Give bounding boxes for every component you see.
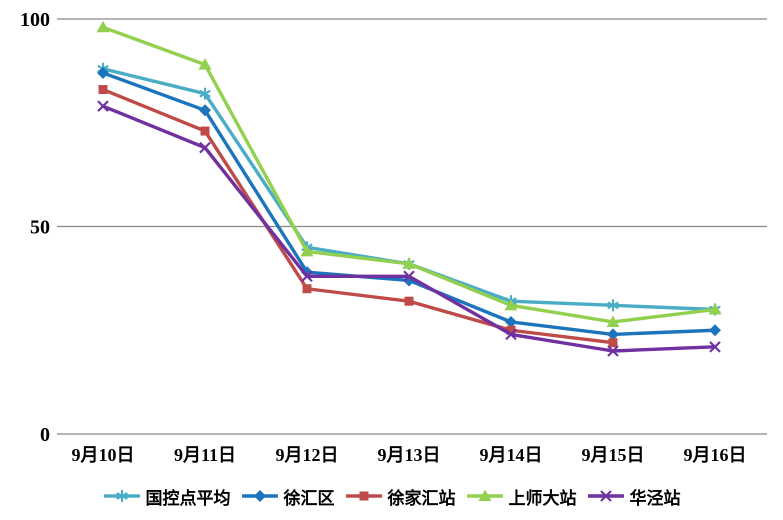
triangle-marker-icon — [708, 303, 722, 315]
square-marker-icon — [506, 325, 516, 335]
x-marker-icon — [97, 100, 109, 112]
legend-label: 徐汇区 — [283, 488, 335, 508]
legend-label: 上师大站 — [508, 488, 577, 508]
legend-item-上师大站: 上师大站 — [466, 484, 577, 509]
square-marker-icon — [98, 85, 108, 95]
legend-swatch-asterisk-icon — [103, 490, 140, 502]
y-axis-tick-label: 100 — [20, 9, 50, 31]
x-axis-tick-label: 9月16日 — [684, 445, 747, 465]
x-marker-icon — [301, 270, 313, 283]
square-marker-icon — [404, 296, 414, 306]
square-marker-icon — [359, 491, 368, 501]
diamond-marker-icon — [607, 328, 619, 341]
x-axis-tick-label: 9月11日 — [174, 445, 236, 465]
legend-item-徐汇区: 徐汇区 — [241, 484, 335, 509]
legend-label: 徐家汇站 — [387, 488, 456, 508]
legend-item-华泾站: 华泾站 — [587, 484, 681, 509]
x-marker-icon — [709, 341, 721, 353]
triangle-marker-icon — [606, 315, 620, 327]
chart-legend: 国控点平均 徐汇区 徐家汇站 上师大站 华泾站 — [0, 482, 783, 510]
series-华泾站 — [97, 100, 721, 357]
x-axis-tick-label: 9月15日 — [582, 445, 645, 465]
series-徐家汇站 — [98, 85, 618, 348]
triangle-marker-icon — [300, 244, 314, 257]
y-axis-tick-label: 50 — [30, 217, 50, 239]
legend-swatch-diamond-icon — [241, 490, 278, 502]
legend-item-国控点平均: 国控点平均 — [103, 484, 231, 509]
diamond-marker-icon — [505, 315, 517, 328]
triangle-marker-icon — [96, 20, 110, 33]
legend-label: 华泾站 — [629, 488, 681, 508]
asterisk-marker-icon — [199, 87, 211, 100]
triangle-marker-icon — [504, 298, 518, 311]
triangle-marker-icon — [198, 58, 212, 70]
x-marker-icon — [607, 345, 619, 357]
square-marker-icon — [302, 284, 312, 294]
legend-swatch-triangle-icon — [466, 489, 503, 501]
triangle-marker-icon — [478, 489, 491, 501]
diamond-marker-icon — [97, 66, 109, 79]
square-marker-icon — [608, 338, 618, 348]
legend-item-徐家汇站: 徐家汇站 — [345, 484, 456, 509]
diamond-marker-icon — [253, 490, 266, 502]
diamond-marker-icon — [709, 324, 721, 337]
legend-swatch-square-icon — [345, 491, 382, 501]
x-marker-icon — [505, 328, 517, 341]
x-marker-icon — [599, 490, 612, 502]
legend-label: 国控点平均 — [145, 488, 231, 508]
square-marker-icon — [200, 126, 210, 136]
diamond-marker-icon — [199, 104, 211, 117]
legend-swatch-x-icon — [587, 490, 624, 502]
y-axis-tick-label: 0 — [40, 424, 50, 446]
x-marker-icon — [403, 270, 415, 283]
triangle-marker-icon — [402, 257, 416, 269]
x-axis-tick-label: 9月13日 — [378, 445, 441, 465]
x-marker-icon — [199, 141, 211, 154]
asterisk-marker-icon — [607, 299, 619, 312]
series-上师大站 — [96, 20, 722, 327]
x-axis-tick-label: 9月14日 — [480, 445, 543, 465]
x-axis-tick-label: 9月12日 — [276, 445, 339, 465]
asterisk-marker-icon — [115, 490, 128, 502]
x-axis-tick-label: 9月10日 — [72, 445, 135, 465]
